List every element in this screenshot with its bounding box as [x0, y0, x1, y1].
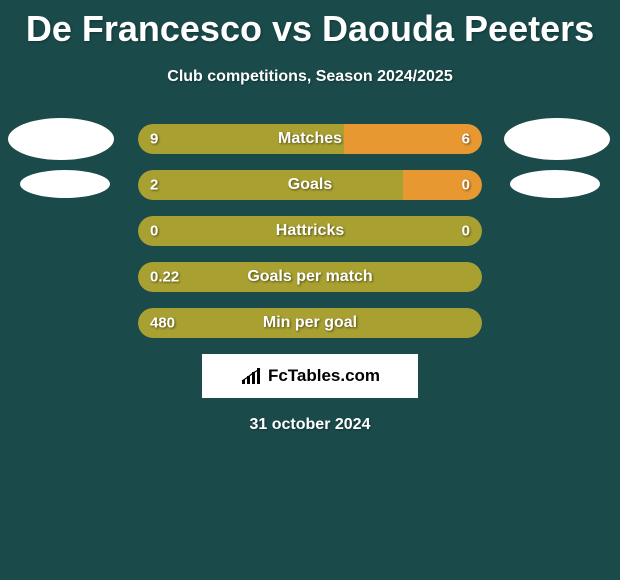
stat-bar: 0 0 Hattricks	[138, 216, 482, 246]
stat-value-left: 0	[150, 223, 158, 240]
player-left-ellipse	[20, 170, 110, 198]
player-left-ellipse	[8, 118, 114, 160]
chart-icon	[240, 366, 264, 386]
branding-box: FcTables.com	[202, 354, 418, 398]
stat-value-right: 0	[462, 223, 470, 240]
date-text: 31 october 2024	[0, 416, 620, 434]
stat-label: Goals	[288, 176, 332, 194]
stat-bar: 9 6 Matches	[138, 124, 482, 154]
stat-row: 0.22 Goals per match	[0, 262, 620, 292]
player-right-ellipse	[510, 170, 600, 198]
stat-row: 480 Min per goal	[0, 308, 620, 338]
stat-label: Min per goal	[263, 314, 357, 332]
stat-value-left: 0.22	[150, 269, 179, 286]
stat-row: 9 6 Matches	[0, 124, 620, 154]
page-title: De Francesco vs Daouda Peeters	[0, 0, 620, 50]
stat-value-right: 0	[462, 177, 470, 194]
stat-value-left: 2	[150, 177, 158, 194]
stat-label: Hattricks	[276, 222, 344, 240]
stat-value-left: 480	[150, 315, 175, 332]
branding-text: FcTables.com	[268, 366, 380, 386]
stat-label: Matches	[278, 130, 342, 148]
player-right-ellipse	[504, 118, 610, 160]
bar-right-fill	[403, 170, 482, 200]
stat-row: 2 0 Goals	[0, 170, 620, 200]
stat-bar: 0.22 Goals per match	[138, 262, 482, 292]
bar-left-fill	[138, 170, 403, 200]
stats-container: 9 6 Matches 2 0 Goals 0 0 Hattricks 0.22 Goals per…	[0, 124, 620, 338]
stat-row: 0 0 Hattricks	[0, 216, 620, 246]
stat-value-right: 6	[462, 131, 470, 148]
stat-bar: 480 Min per goal	[138, 308, 482, 338]
subtitle: Club competitions, Season 2024/2025	[0, 68, 620, 86]
stat-value-left: 9	[150, 131, 158, 148]
stat-label: Goals per match	[247, 268, 372, 286]
stat-bar: 2 0 Goals	[138, 170, 482, 200]
